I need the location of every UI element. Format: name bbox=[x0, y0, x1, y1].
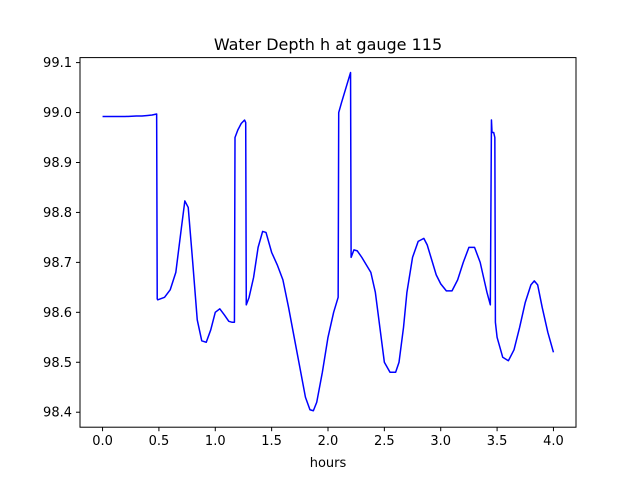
x-tick-label: 1.5 bbox=[261, 434, 282, 449]
plot-frame bbox=[79, 57, 577, 428]
y-tick-label: 98.6 bbox=[43, 306, 72, 321]
x-tick-label: 3.5 bbox=[487, 434, 508, 449]
x-axis: 0.0 0.5 1.0 1.5 2.0 2.5 3.0 3.5 4.0 bbox=[92, 427, 564, 449]
x-tick-label: 1.0 bbox=[205, 434, 226, 449]
y-tick-label: 98.7 bbox=[43, 256, 72, 271]
x-axis-label: hours bbox=[310, 456, 347, 471]
x-tick-label: 2.0 bbox=[318, 434, 339, 449]
y-tick-label: 98.4 bbox=[43, 406, 72, 421]
plot-area bbox=[102, 71, 555, 412]
x-tick-label: 4.0 bbox=[543, 434, 564, 449]
x-tick-label: 3.0 bbox=[430, 434, 451, 449]
y-axis: 98.4 98.5 98.6 98.7 98.8 98.9 99.0 99.1 bbox=[43, 56, 80, 421]
series-line-0 bbox=[102, 71, 555, 412]
y-tick-label: 98.5 bbox=[43, 356, 72, 371]
y-tick-label: 99.1 bbox=[43, 56, 72, 71]
x-tick-label: 0.0 bbox=[92, 434, 113, 449]
chart-title: Water Depth h at gauge 115 bbox=[214, 35, 442, 54]
y-tick-label: 98.9 bbox=[43, 156, 72, 171]
y-tick-label: 99.0 bbox=[43, 106, 72, 121]
y-tick-label: 98.8 bbox=[43, 206, 72, 221]
x-tick-label: 0.5 bbox=[149, 434, 170, 449]
x-tick-label: 2.5 bbox=[374, 434, 395, 449]
